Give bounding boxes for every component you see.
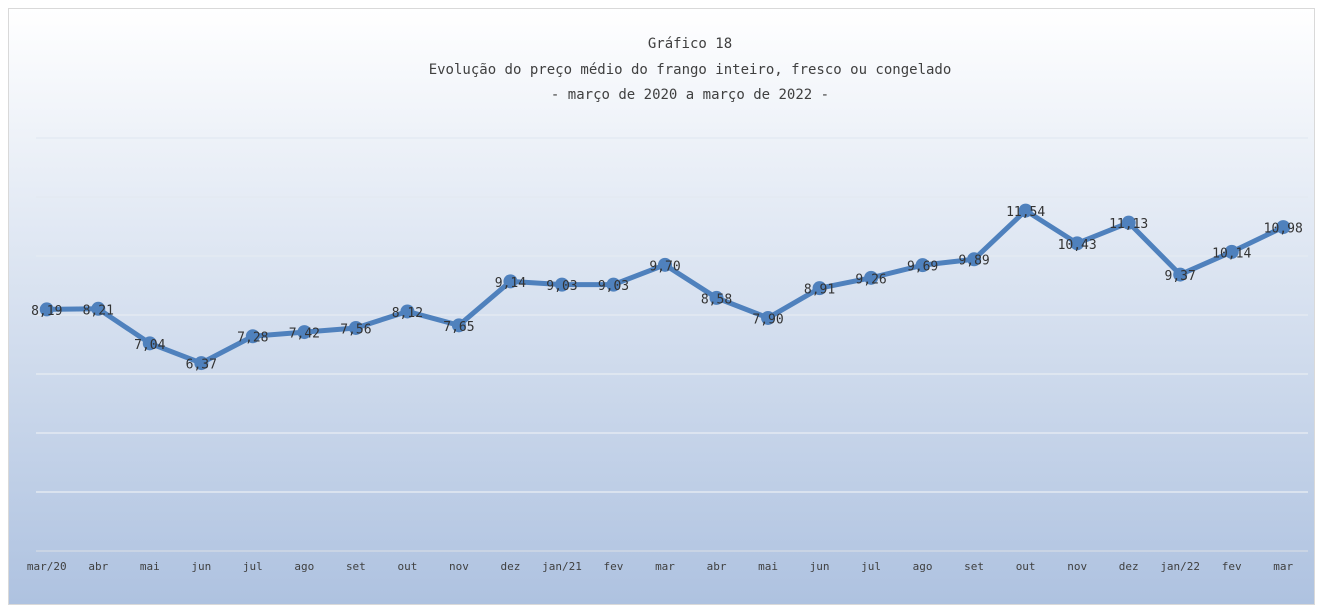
data-label: 9,69 [907, 260, 938, 275]
data-label: 7,90 [752, 312, 783, 327]
marker [1224, 244, 1239, 259]
data-label: 8,12 [392, 306, 423, 321]
data-label: 7,65 [443, 320, 474, 335]
data-label: 7,04 [134, 338, 165, 353]
marker [348, 320, 363, 335]
marker [967, 252, 982, 267]
x-tick-label: set [964, 560, 984, 573]
data-label: 9,70 [649, 259, 680, 274]
data-label: 9,37 [1165, 269, 1196, 284]
x-tick-label: mai [758, 560, 778, 573]
marker [142, 336, 157, 351]
marker [1121, 215, 1136, 230]
marker [297, 325, 312, 340]
data-label: 9,03 [546, 279, 577, 294]
chart-title: Gráfico 18 [648, 36, 732, 52]
data-label: 6,37 [186, 358, 217, 373]
data-label: 7,42 [289, 327, 320, 342]
x-tick-label: set [346, 560, 366, 573]
marker [1070, 236, 1085, 251]
x-tick-label: ago [913, 560, 933, 573]
data-label: 11,13 [1109, 217, 1148, 232]
marker [245, 329, 260, 344]
x-tick-label: nov [1067, 560, 1087, 573]
chart-area [8, 8, 1315, 605]
data-label: 8,19 [31, 304, 62, 319]
marker [761, 310, 776, 325]
chart-subtitle: - março de 2020 a março de 2022 - [551, 87, 829, 103]
marker [554, 277, 569, 292]
x-tick-label: abr [88, 560, 108, 573]
data-label: 7,28 [237, 331, 268, 346]
data-label: 10,98 [1264, 222, 1303, 237]
marker [1173, 267, 1188, 282]
data-label: 7,56 [340, 322, 371, 337]
data-label: 9,26 [855, 272, 886, 287]
data-label: 8,21 [83, 303, 114, 318]
x-tick-label: jun [810, 560, 830, 573]
marker [451, 318, 466, 333]
data-label: 9,03 [598, 279, 629, 294]
x-tick-label: ago [294, 560, 314, 573]
marker [194, 356, 209, 371]
data-label: 9,89 [958, 254, 989, 269]
marker [400, 304, 415, 319]
x-tick-label: mai [140, 560, 160, 573]
data-label: 9,14 [495, 276, 526, 291]
marker [915, 258, 930, 273]
x-tick-label: jul [861, 560, 881, 573]
x-tick-label: jul [243, 560, 263, 573]
marker [91, 301, 106, 316]
x-tick-label: out [1016, 560, 1036, 573]
data-label: 8,91 [804, 283, 835, 298]
x-tick-label: dez [1119, 560, 1139, 573]
marker [864, 270, 879, 285]
data-label: 10,14 [1212, 246, 1251, 261]
marker [709, 290, 724, 305]
x-tick-label: jun [191, 560, 211, 573]
x-tick-label: jan/21 [542, 560, 582, 573]
x-tick-label: mar [655, 560, 675, 573]
x-tick-label: out [397, 560, 417, 573]
x-tick-label: dez [501, 560, 521, 573]
x-tick-label: fev [1222, 560, 1242, 573]
marker [503, 274, 518, 289]
marker [1018, 203, 1033, 218]
x-tick-label: jan/22 [1160, 560, 1200, 573]
x-tick-label: nov [449, 560, 469, 573]
x-tick-label: mar/20 [27, 560, 67, 573]
marker [812, 281, 827, 296]
marker [606, 277, 621, 292]
x-tick-label: abr [707, 560, 727, 573]
x-tick-label: mar [1273, 560, 1293, 573]
data-label: 10,43 [1058, 238, 1097, 253]
x-tick-label: fev [604, 560, 624, 573]
data-label: 8,58 [701, 292, 732, 307]
marker [1276, 220, 1291, 235]
marker [39, 302, 54, 317]
data-label: 11,54 [1006, 205, 1045, 220]
marker [658, 257, 672, 272]
chart-subtitle: Evolução do preço médio do frango inteir… [429, 62, 952, 78]
